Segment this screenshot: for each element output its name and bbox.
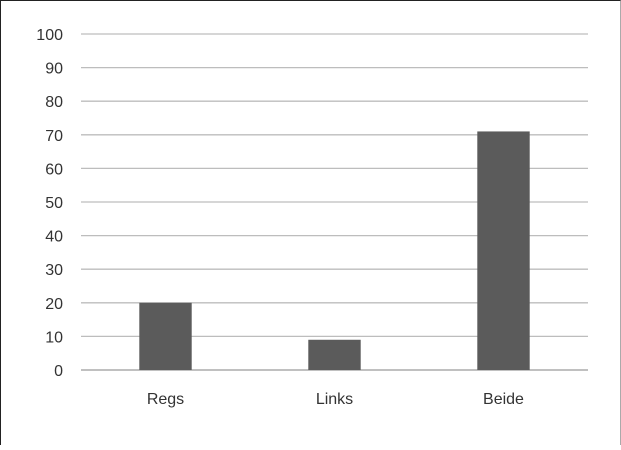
- y-tick-label: 30: [45, 262, 63, 279]
- bar-regs: [139, 302, 192, 370]
- y-axis-tick-labels: 0 10 20 30 40 50 60 70 80 90 100: [36, 27, 63, 380]
- y-tick-label: 20: [45, 296, 63, 313]
- x-tick-label-links: Links: [316, 391, 353, 408]
- y-tick-label: 50: [45, 195, 63, 212]
- bar-links: [308, 339, 361, 370]
- bar-beide: [477, 131, 530, 370]
- y-tick-label: 60: [45, 161, 63, 178]
- x-axis-tick-labels: Regs Links Beide: [147, 391, 524, 408]
- y-tick-label: 10: [45, 329, 63, 346]
- x-tick-label-regs: Regs: [147, 391, 184, 408]
- y-tick-label: 0: [54, 363, 63, 380]
- x-tick-label-beide: Beide: [483, 391, 524, 408]
- bars: [139, 131, 530, 370]
- y-tick-label: 90: [45, 61, 63, 78]
- y-tick-label: 100: [36, 27, 63, 44]
- y-tick-label: 70: [45, 128, 63, 145]
- y-tick-label: 80: [45, 94, 63, 111]
- y-tick-label: 40: [45, 229, 63, 246]
